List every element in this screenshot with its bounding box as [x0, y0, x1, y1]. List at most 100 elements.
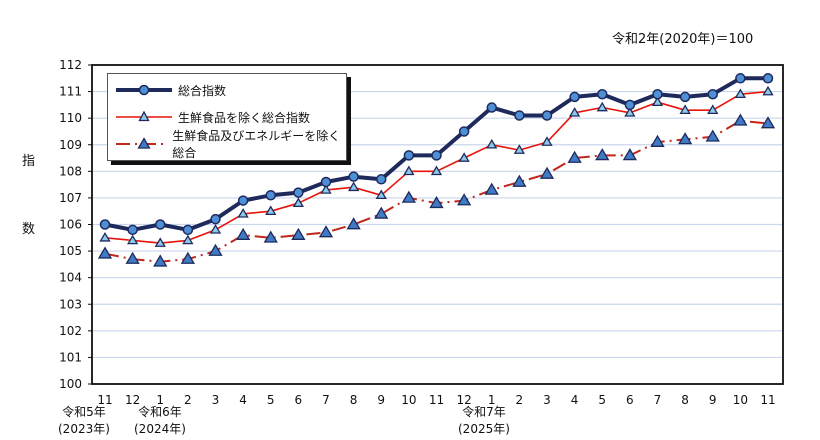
y-tick-label: 106 [59, 218, 82, 232]
data-point [707, 104, 719, 114]
x-tick-label: 4 [571, 393, 579, 407]
era-label-reiwa6: 令和6年 (2024年) [134, 404, 186, 438]
data-point [208, 243, 223, 256]
data-point [514, 110, 525, 121]
x-tick-label: 11 [429, 393, 444, 407]
data-point [677, 132, 693, 145]
data-point [541, 110, 553, 121]
data-point [624, 107, 636, 117]
x-tick-label: 2 [184, 393, 192, 407]
data-point [320, 176, 332, 188]
series-1 [99, 85, 774, 247]
data-point [762, 73, 774, 84]
data-point [127, 224, 138, 236]
x-tick-label: 4 [239, 393, 247, 407]
data-point [265, 205, 277, 216]
data-point [458, 126, 470, 137]
data-point [99, 219, 111, 230]
data-point [486, 138, 498, 149]
data-point [484, 182, 499, 195]
data-point [679, 104, 691, 114]
legend-label: 生鮮食品を除く総合指数 [178, 110, 311, 125]
data-point [486, 102, 497, 113]
legend-line-circle-icon [116, 84, 172, 96]
y-tick-label: 108 [59, 164, 82, 178]
data-point [431, 150, 442, 161]
x-tick-label: 1 [156, 393, 164, 407]
data-point [155, 219, 166, 230]
data-point [458, 152, 470, 162]
y-tick-label: 112 [59, 58, 82, 72]
x-tick-label: 7 [654, 393, 662, 407]
data-point [182, 224, 194, 236]
legend-label: 総合指数 [178, 83, 227, 98]
series-0 [99, 73, 774, 236]
data-point [153, 254, 168, 267]
data-point [237, 208, 249, 218]
data-point [705, 129, 720, 142]
data-point [429, 195, 444, 209]
data-point [209, 224, 222, 234]
data-point [237, 195, 249, 206]
data-point [597, 88, 608, 100]
data-point [651, 96, 664, 107]
data-point [539, 166, 555, 179]
x-tick-label: 12 [456, 393, 471, 407]
era-label-reiwa5: 令和5年 (2023年) [58, 404, 110, 438]
y-tick-label: 104 [59, 271, 82, 285]
x-tick-label: 5 [267, 393, 275, 407]
y-tick-label: 100 [59, 377, 82, 391]
data-point [291, 227, 306, 240]
legend-item-total: 総合指数 [114, 80, 226, 100]
y-axis-label-2: 数 [22, 222, 36, 237]
x-tick-label: 11 [97, 393, 112, 407]
data-point [595, 148, 610, 161]
x-tick-label: 7 [322, 393, 330, 407]
legend-line-triangle-icon [116, 110, 172, 122]
data-point [567, 150, 582, 163]
data-point [401, 190, 417, 203]
era-year: 令和7年 [462, 405, 506, 419]
y-tick-label: 110 [59, 111, 82, 125]
era-label-reiwa7: 令和7年 (2025年) [458, 404, 510, 438]
x-tick-label: 3 [543, 393, 551, 407]
data-point [180, 251, 196, 264]
y-tick-label: 105 [59, 244, 82, 258]
data-point [513, 144, 526, 154]
data-point [569, 91, 580, 103]
data-point [650, 134, 665, 147]
data-point [125, 251, 140, 264]
data-point [403, 165, 415, 176]
x-tick-label: 6 [295, 393, 303, 407]
x-tick-label: 8 [681, 393, 689, 407]
data-point [320, 184, 332, 194]
data-point [403, 150, 415, 161]
data-point [652, 88, 663, 100]
data-point [235, 227, 251, 240]
data-point [624, 99, 636, 111]
x-tick-label: 8 [350, 393, 358, 407]
x-tick-label: 9 [709, 393, 717, 407]
data-point [293, 187, 304, 198]
x-tick-label: 3 [212, 393, 220, 407]
data-point [596, 101, 608, 112]
y-tick-label: 103 [59, 297, 82, 311]
data-point [762, 85, 774, 96]
data-point [97, 246, 113, 259]
era-year: 令和5年 [62, 405, 106, 419]
data-point [568, 107, 581, 117]
x-tick-label: 10 [401, 393, 416, 407]
data-point [210, 213, 221, 225]
data-point [376, 174, 387, 185]
data-point [512, 174, 527, 187]
data-point [154, 237, 166, 247]
x-tick-label: 11 [760, 393, 775, 407]
data-point [182, 234, 194, 245]
data-point [347, 181, 360, 192]
era-western-year: (2025年) [458, 422, 510, 436]
era-year: 令和6年 [138, 405, 182, 419]
data-point [265, 190, 276, 201]
data-point [760, 116, 776, 129]
data-point [374, 206, 389, 219]
data-point [346, 217, 361, 230]
